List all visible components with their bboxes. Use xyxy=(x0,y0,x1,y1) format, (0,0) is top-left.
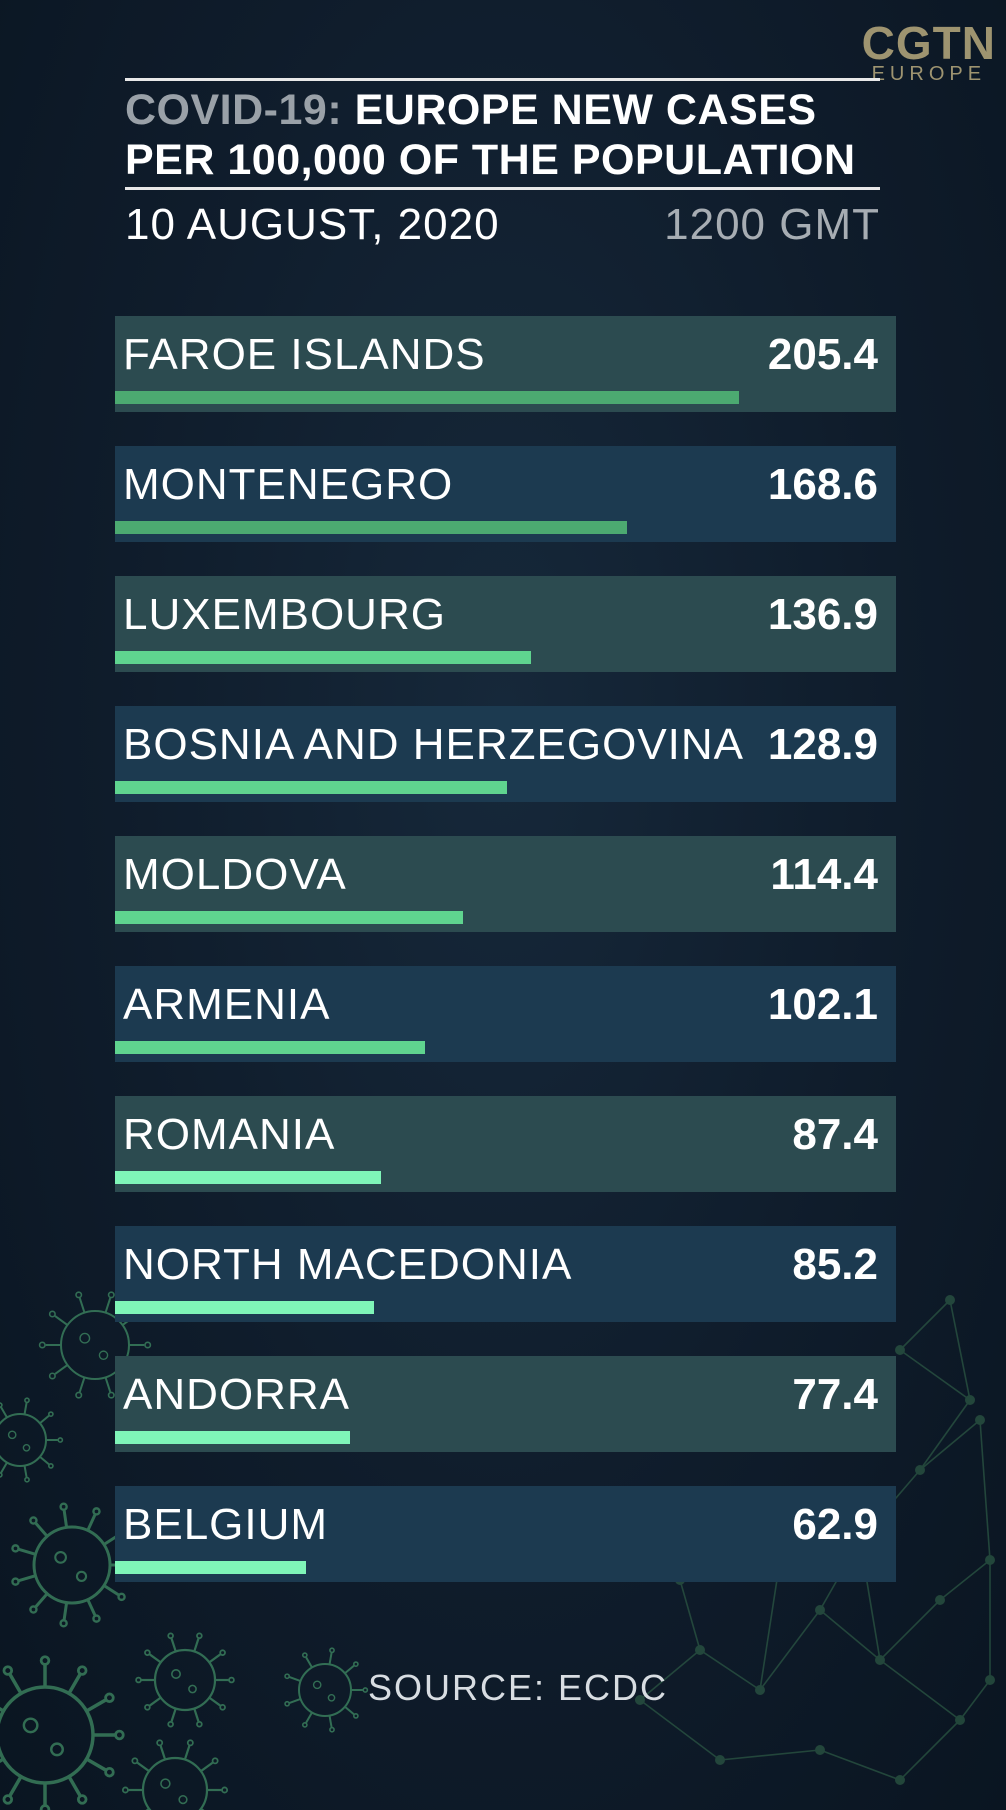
bar-row: BOSNIA AND HERZEGOVINA 128.9 xyxy=(115,706,896,802)
chart-title: COVID-19: EUROPE NEW CASES PER 100,000 O… xyxy=(125,85,880,185)
value-label: 87.4 xyxy=(792,1110,878,1159)
bar xyxy=(115,911,463,924)
title-line-1: EUROPE NEW CASES xyxy=(354,86,817,134)
bar-row: BELGIUM 62.9 xyxy=(115,1486,896,1582)
title-line-2: PER 100,000 OF THE POPULATION xyxy=(125,136,856,184)
bar xyxy=(115,1561,306,1574)
bar xyxy=(115,1171,381,1184)
bar-row: NORTH MACEDONIA 85.2 xyxy=(115,1226,896,1322)
value-label: 128.9 xyxy=(767,720,878,769)
value-label: 77.4 xyxy=(792,1370,878,1419)
bar-row: MONTENEGRO 168.6 xyxy=(115,446,896,542)
bar xyxy=(115,1041,425,1054)
logo-text: CGTN xyxy=(861,17,996,69)
value-label: 114.4 xyxy=(770,850,878,899)
value-label: 136.9 xyxy=(767,590,878,639)
bar xyxy=(115,1301,374,1314)
category-label: NORTH MACEDONIA xyxy=(123,1240,573,1289)
category-label: ARMENIA xyxy=(123,980,331,1029)
category-label: BOSNIA AND HERZEGOVINA xyxy=(123,720,745,769)
top-rule xyxy=(125,78,880,81)
report-time: 1200 GMT xyxy=(664,200,880,249)
bar xyxy=(115,391,739,404)
value-label: 168.6 xyxy=(767,460,878,509)
value-label: 85.2 xyxy=(792,1240,878,1289)
bar-row: ANDORRA 77.4 xyxy=(115,1356,896,1452)
bottom-rule xyxy=(125,187,880,190)
value-label: 205.4 xyxy=(767,330,878,379)
category-label: MONTENEGRO xyxy=(123,460,454,509)
bar-row: FAROE ISLANDS 205.4 xyxy=(115,316,896,412)
bar xyxy=(115,781,507,794)
category-label: BELGIUM xyxy=(123,1500,329,1549)
bar-row: ARMENIA 102.1 xyxy=(115,966,896,1062)
category-label: ROMANIA xyxy=(123,1110,336,1159)
chart-header: COVID-19: EUROPE NEW CASES PER 100,000 O… xyxy=(125,78,880,252)
dateline: 10 AUGUST, 2020 1200 GMT xyxy=(125,196,880,252)
title-prefix: COVID-19: xyxy=(125,86,343,134)
value-label: 102.1 xyxy=(767,980,878,1029)
bar-row: LUXEMBOURG 136.9 xyxy=(115,576,896,672)
cgtn-europe-logo: CGTN EUROPE xyxy=(862,20,996,84)
bar xyxy=(115,1431,350,1444)
report-date: 10 AUGUST, 2020 xyxy=(125,200,500,249)
value-label: 62.9 xyxy=(792,1500,878,1549)
bar-row: MOLDOVA 114.4 xyxy=(115,836,896,932)
logo-region: EUROPE xyxy=(871,63,987,85)
category-label: LUXEMBOURG xyxy=(123,590,446,639)
bar xyxy=(115,651,531,664)
category-label: MOLDOVA xyxy=(123,850,347,899)
category-label: FAROE ISLANDS xyxy=(123,330,486,379)
category-label: ANDORRA xyxy=(123,1370,351,1419)
bar xyxy=(115,521,627,534)
bar-row: ROMANIA 87.4 xyxy=(115,1096,896,1192)
source-note: SOURCE: ECDC xyxy=(368,1667,669,1708)
